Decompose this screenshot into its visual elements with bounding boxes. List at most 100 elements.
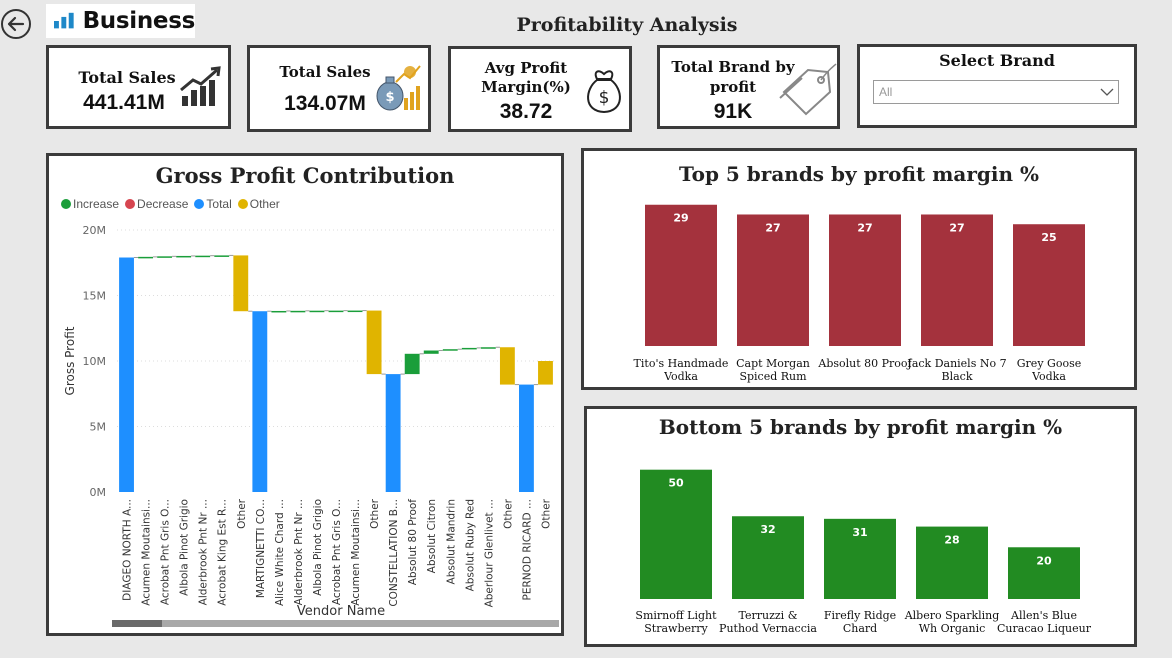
waterfall-bar-increase [328, 310, 344, 313]
legend-item-increase[interactable]: Increase [61, 197, 119, 211]
kpi-value: 134.07M [284, 92, 366, 115]
waterfall-bar-total [252, 311, 268, 492]
y-tick-label: 15M [83, 290, 107, 303]
x-tick-label: PERNOD RICARD ... [521, 499, 533, 600]
x-tick-label: Vodka [1031, 370, 1066, 383]
x-tick-label: Other [236, 498, 248, 528]
waterfall-bar-other [538, 361, 553, 385]
legend-label: Other [249, 197, 280, 211]
waterfall-bar-increase [157, 256, 173, 258]
bar-value-label: 20 [1036, 554, 1052, 567]
bar [737, 214, 809, 346]
waterfall-bar-other [499, 347, 515, 385]
bar [921, 214, 993, 346]
legend-label: Decrease [137, 197, 189, 211]
chart-growth-icon [180, 66, 221, 106]
y-tick-label: 0M [90, 486, 107, 499]
select-brand-dropdown[interactable]: All [873, 80, 1119, 104]
waterfall-bar-increase [404, 353, 420, 375]
svg-text:$: $ [599, 88, 610, 108]
legend-label: Increase [73, 197, 120, 211]
select-brand-value: All [879, 85, 893, 99]
bar-chart-logo-icon [54, 12, 74, 29]
legend-dot [125, 199, 136, 209]
x-tick-label: CONSTELLATION B... [388, 499, 400, 607]
legend-label: Total [206, 197, 232, 211]
chart-legend: Increase Decrease Total Other [61, 197, 280, 211]
bar-value-label: 29 [673, 212, 688, 225]
x-tick-label: Acumen Moutainsi... [141, 499, 153, 606]
x-tick-label: DIAGEO NORTH A... [122, 499, 134, 601]
kpi-label-line1: Avg Profit [484, 59, 568, 77]
waterfall-bar-increase [138, 256, 153, 259]
kpi-card-avg-profit-margin: Avg Profit Margin(%) 38.72 $ [448, 46, 632, 132]
waterfall-bar-increase [347, 310, 363, 313]
bar [640, 469, 712, 599]
kpi-label-line2: Margin(%) [481, 78, 571, 96]
legend-item-total[interactable]: Total [194, 197, 232, 211]
top5-chart-title: Top 5 brands by profit margin % [679, 162, 1039, 186]
bar-value-label: 27 [857, 221, 872, 234]
gross-profit-chart-title: Gross Profit Contribution [155, 163, 455, 188]
legend-dot [237, 199, 248, 209]
y-tick-label: 5M [90, 421, 107, 434]
waterfall-bar-increase [176, 255, 192, 258]
top5-chart-card: Top 5 brands by profit margin % 29 Tito's… [581, 148, 1137, 390]
legend-dot [61, 199, 71, 209]
x-tick-label: Absolut Mandrin [445, 499, 457, 584]
bar-value-label: 31 [852, 526, 867, 539]
x-tick-label: Allen's Blue [1010, 609, 1077, 622]
waterfall-bar-increase [290, 310, 306, 313]
x-tick-label: Puthod Vernaccia [719, 622, 817, 635]
x-tick-label: Alderbrook Pnt Nr ... [293, 499, 305, 605]
waterfall-bar-other [366, 310, 382, 375]
waterfall-bar-increase [214, 255, 230, 257]
waterfall-bar-increase [480, 347, 496, 349]
bar-value-label: 32 [760, 523, 775, 536]
legend-item-other[interactable]: Other [237, 197, 280, 211]
x-tick-label: Aberlour Glenlivet ... [483, 499, 495, 607]
bar [645, 204, 717, 346]
legend-item-decrease[interactable]: Decrease [125, 197, 188, 211]
money-bag-growth-icon: $ [376, 65, 421, 111]
bar [829, 214, 901, 346]
scrollbar-thumb[interactable] [112, 620, 162, 627]
waterfall-bar-increase [423, 350, 439, 354]
svg-text:$: $ [385, 90, 394, 105]
x-tick-label: Curacao Liqueur [997, 622, 1092, 635]
waterfall-bar-total [519, 384, 534, 492]
waterfall-chart: 0M 5M 10M 15M 20M Gross Profit DIAGEO NORTH A.… [63, 224, 555, 619]
back-button[interactable] [1, 9, 31, 39]
logo: Business [46, 4, 195, 38]
x-tick-label: Wh Organic [919, 622, 986, 635]
x-tick-label: Absolut 80 Proof [407, 499, 419, 586]
kpi-label: Total Sales [279, 63, 371, 81]
legend-dot [194, 199, 205, 209]
x-tick-label: Alice White Chard ... [274, 499, 286, 606]
x-tick-label: Acrobat Pnt Gris O... [331, 499, 343, 605]
waterfall-bar-increase [195, 255, 211, 258]
waterfall-bar-other [233, 255, 249, 312]
x-tick-label: Strawberry [644, 622, 708, 635]
x-tick-label: Chard [843, 622, 877, 635]
arrow-left-icon [7, 16, 25, 32]
bar [916, 526, 988, 599]
horizontal-scrollbar[interactable] [112, 620, 559, 627]
bar [824, 518, 896, 599]
logo-text: Business [82, 8, 196, 34]
x-axis-title: Vendor Name [297, 604, 385, 619]
kpi-label-line1: Total Brand by [671, 58, 795, 76]
bar-value-label: 28 [944, 534, 959, 547]
bar-value-label: 25 [1041, 231, 1056, 244]
kpi-value: 441.41M [83, 91, 165, 114]
x-tick-label: Capt Morgan [736, 357, 810, 370]
x-tick-label: Vodka [663, 370, 698, 383]
waterfall-bar-increase [309, 310, 325, 313]
kpi-value: 38.72 [499, 100, 553, 123]
x-tick-label: Acrobat Pnt Gris O... [160, 499, 172, 605]
kpi-label: Total Sales [78, 68, 176, 87]
x-tick-label: Absolut 80 Proof [817, 357, 912, 370]
kpi-card-total-sales-2: Total Sales 134.07M $ [247, 45, 431, 132]
kpi-card-total-sales: Total Sales 441.41M [46, 45, 231, 129]
